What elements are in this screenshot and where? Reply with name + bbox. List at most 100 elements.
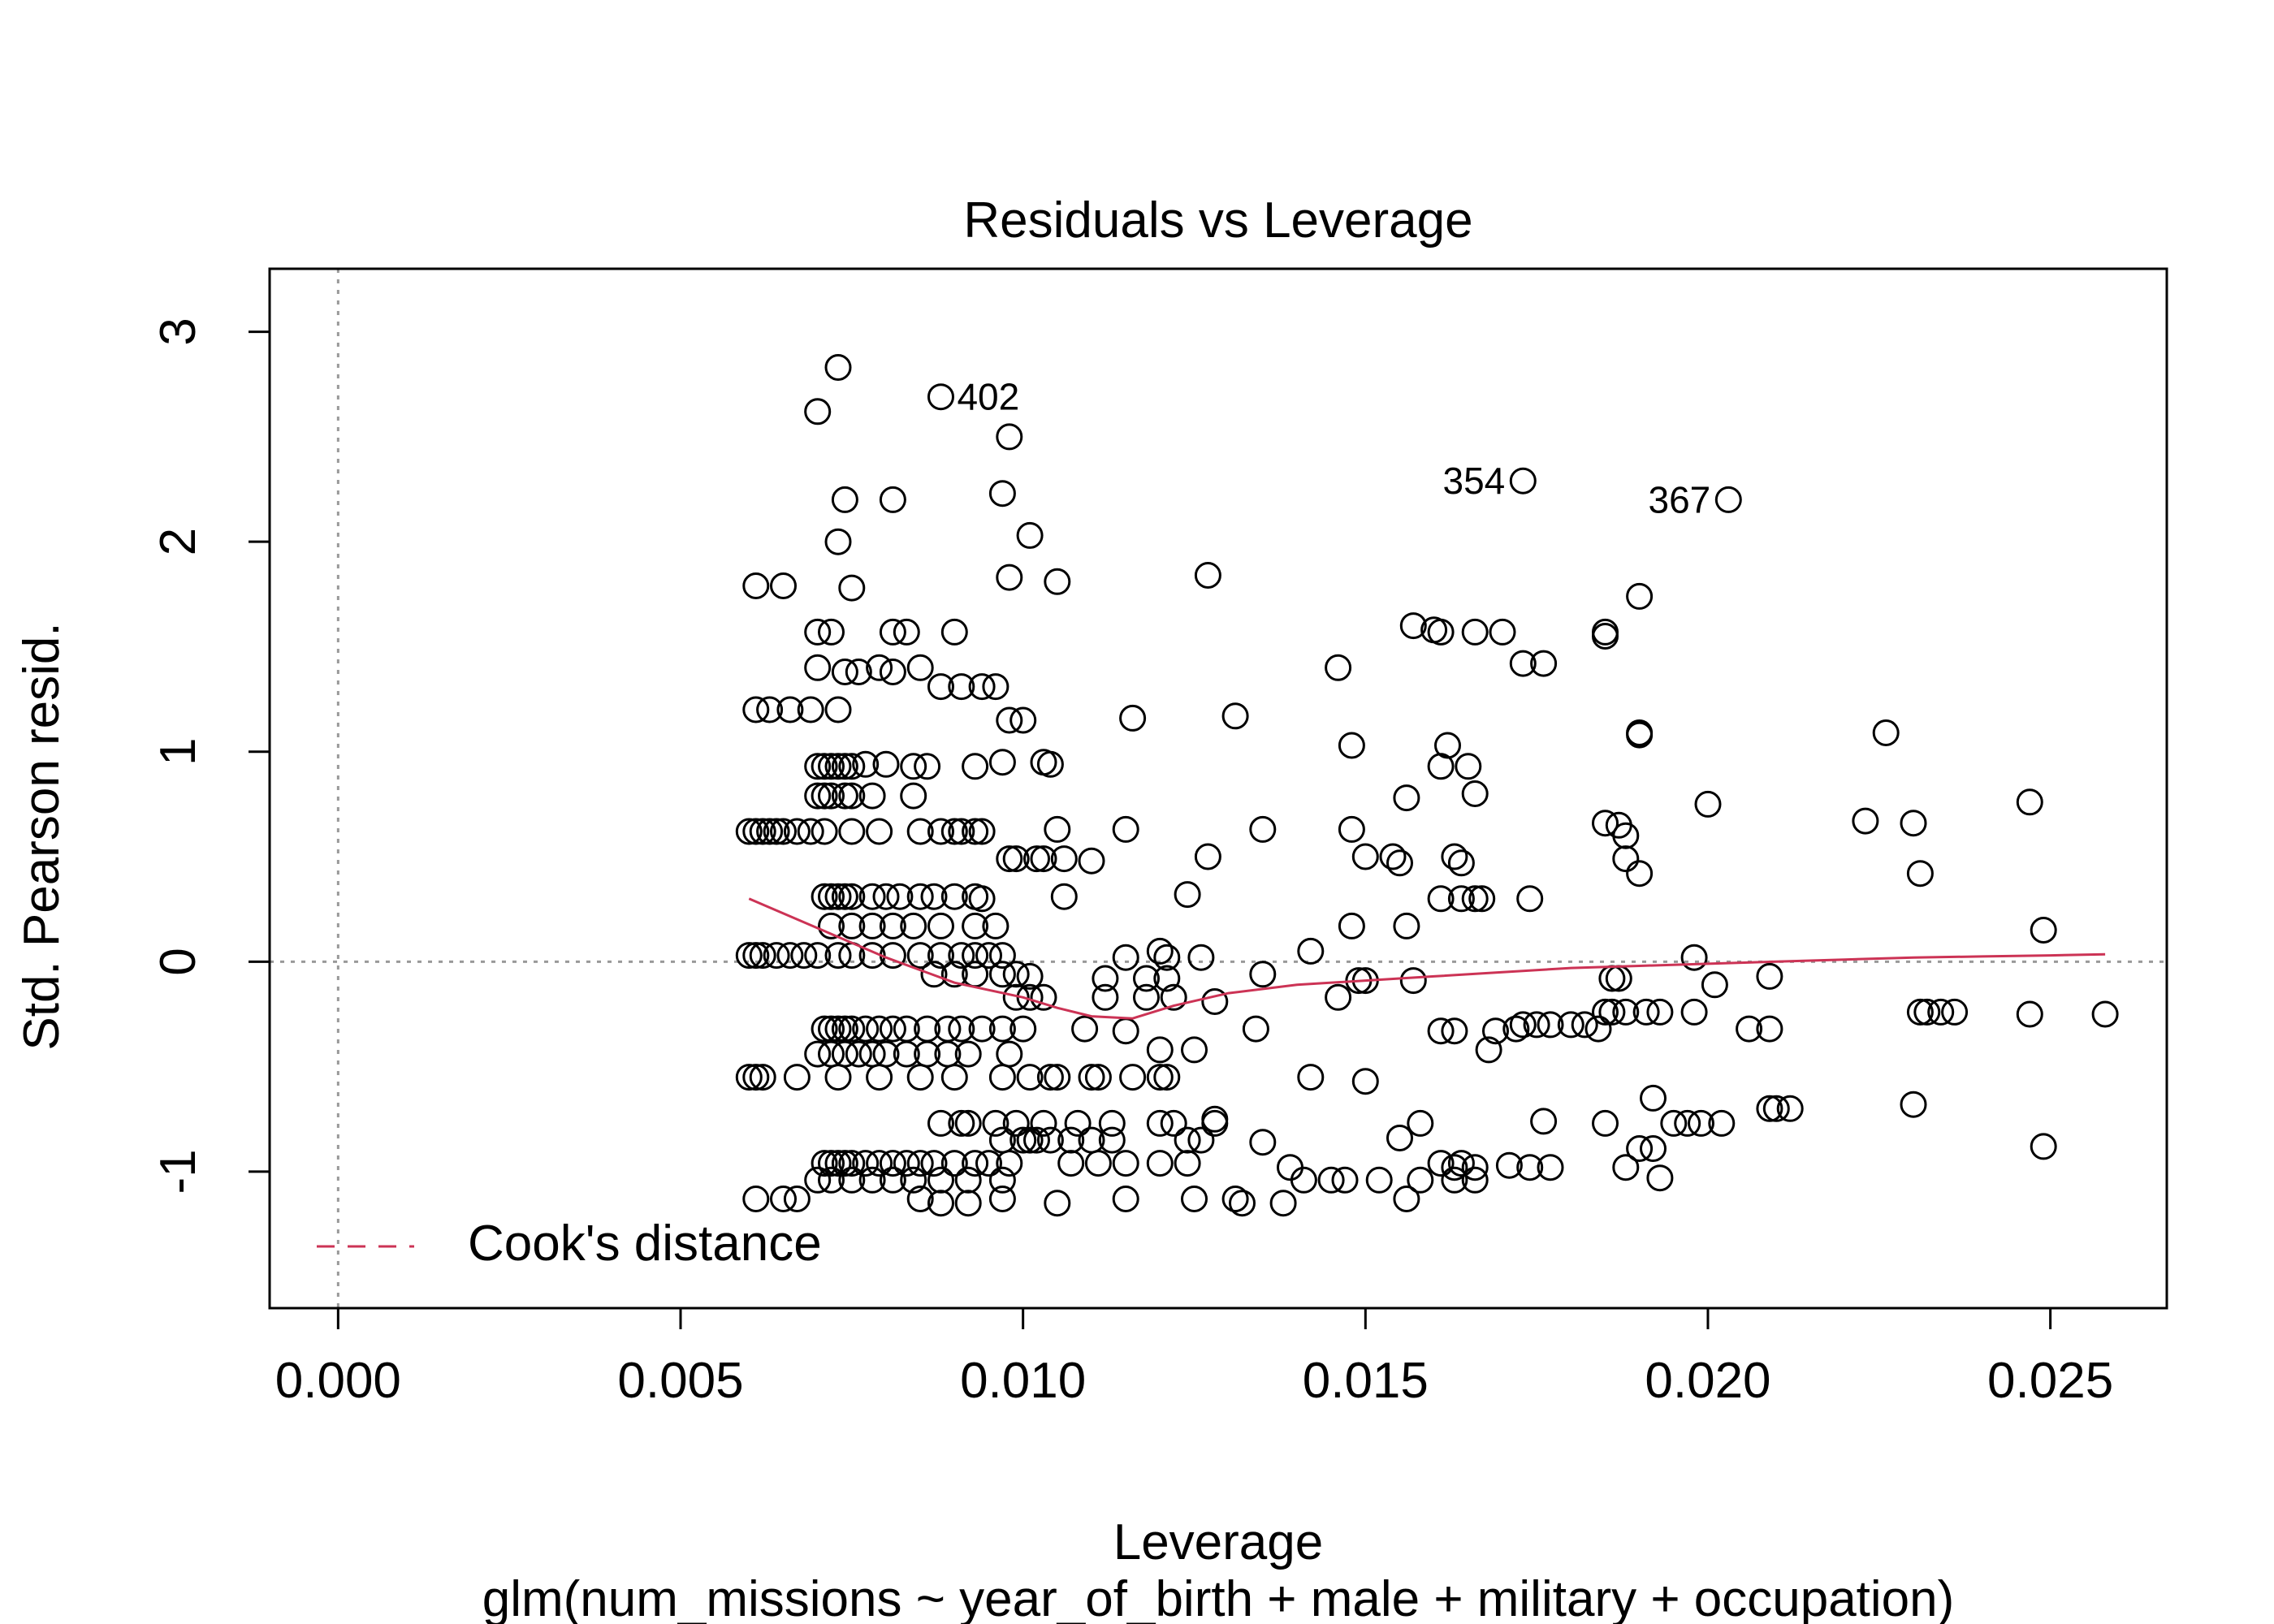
data-point (811, 782, 838, 810)
data-point (852, 1150, 880, 1177)
data-point (1598, 965, 1626, 992)
data-point (982, 912, 1009, 939)
data-point (735, 818, 763, 845)
data-point (1612, 998, 1640, 1026)
data-point (1756, 1095, 1783, 1122)
data-point (831, 486, 858, 513)
data-point (866, 1015, 893, 1043)
data-point (962, 1150, 989, 1177)
data-point (858, 782, 886, 810)
data-point (749, 942, 776, 970)
data-point (879, 618, 906, 646)
data-point (1174, 881, 1201, 909)
data-point (879, 912, 906, 939)
data-point (1762, 1095, 1790, 1122)
data-point (1427, 618, 1455, 646)
data-point (1338, 912, 1365, 939)
data-point (1338, 732, 1365, 759)
data-point (1872, 719, 1900, 746)
data-point (783, 818, 811, 845)
data-point (1399, 967, 1427, 995)
data-point (988, 480, 1016, 508)
data-point (1756, 1015, 1783, 1043)
data-point (756, 696, 784, 723)
data-point (845, 1040, 872, 1068)
x-tick-label: 0.020 (1645, 1353, 1770, 1409)
data-point (1475, 1036, 1502, 1064)
data-point (1325, 983, 1352, 1011)
data-point (982, 1109, 1009, 1137)
data-point (1736, 1015, 1763, 1043)
chart-title: Residuals vs Leverage (963, 192, 1472, 248)
x-tick-label: 0.015 (1303, 1353, 1429, 1409)
data-point (824, 942, 852, 970)
data-point (1174, 1150, 1201, 1177)
data-point (1112, 815, 1139, 843)
data-point (948, 1015, 975, 1043)
data-point (1509, 1011, 1537, 1039)
data-point (811, 818, 838, 845)
data-point (1407, 1109, 1434, 1137)
data-point (879, 1150, 906, 1177)
data-point (872, 750, 900, 778)
data-point (1461, 618, 1489, 646)
data-point (1537, 1154, 1564, 1181)
data-point (1325, 654, 1352, 681)
data-point (1906, 998, 1934, 1026)
data-point (1181, 1186, 1208, 1212)
data-point (818, 753, 845, 780)
data-point (1269, 1190, 1297, 1217)
data-point (866, 1064, 893, 1091)
data-point (1714, 486, 1742, 513)
data-point (735, 942, 763, 970)
data-point (824, 354, 852, 381)
data-point (1092, 965, 1119, 992)
data-point (858, 912, 886, 939)
data-point (1160, 1109, 1187, 1137)
data-point (893, 1040, 920, 1068)
data-point (1626, 719, 1654, 746)
data-point (831, 1040, 858, 1068)
data-point (893, 618, 920, 646)
data-point (824, 1150, 852, 1177)
data-point (988, 1166, 1016, 1194)
data-point (1084, 1064, 1112, 1091)
data-point (1249, 1129, 1277, 1156)
data-point (858, 883, 886, 910)
data-point (940, 818, 968, 845)
data-point (1146, 1036, 1174, 1064)
data-point (804, 618, 832, 646)
data-point (2030, 1133, 2057, 1160)
data-point (886, 883, 914, 910)
data-point (742, 572, 770, 599)
data-point (790, 942, 818, 970)
data-point (1112, 1150, 1139, 1177)
data-point (940, 961, 968, 988)
data-point (811, 1015, 838, 1043)
data-point (804, 398, 832, 425)
data-point (1509, 650, 1537, 677)
data-point (818, 782, 845, 810)
data-point (1153, 944, 1181, 971)
data-point (1249, 815, 1277, 843)
data-point (1016, 962, 1044, 990)
data-point (1537, 1011, 1564, 1039)
data-point (988, 749, 1016, 776)
data-point (1317, 1166, 1345, 1194)
data-point (2016, 788, 2043, 816)
data-point (1221, 1186, 1249, 1212)
data-point (776, 696, 804, 723)
data-point (1016, 1126, 1044, 1154)
data-point (838, 753, 866, 780)
data-point (824, 1015, 852, 1043)
data-point (1331, 1166, 1359, 1194)
data-point (1900, 810, 1927, 837)
data-point (1776, 1095, 1804, 1122)
data-point (1030, 983, 1057, 1011)
data-point (742, 696, 770, 723)
data-point (1598, 998, 1626, 1026)
y-tick-label: -1 (150, 1149, 206, 1194)
data-point (996, 845, 1023, 873)
data-point (1297, 937, 1325, 965)
data-point (988, 942, 1016, 970)
